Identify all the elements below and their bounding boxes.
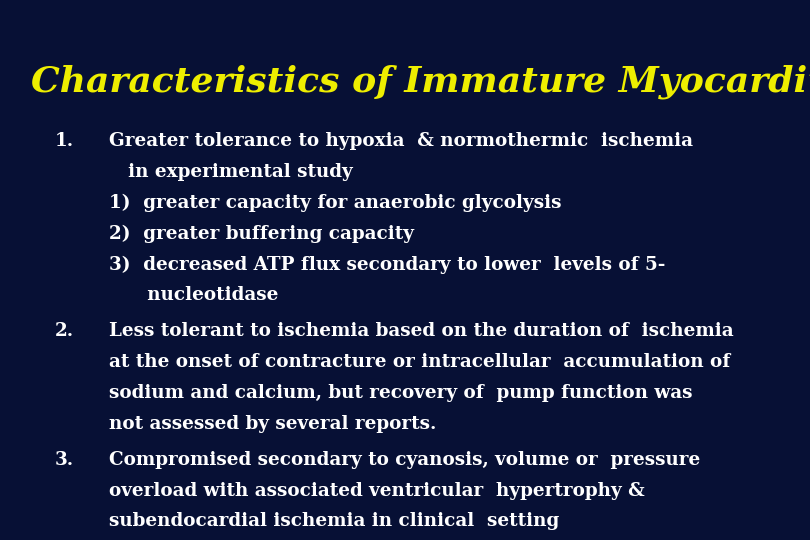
Text: 1)  greater capacity for anaerobic glycolysis: 1) greater capacity for anaerobic glycol…: [109, 194, 562, 212]
Text: sodium and calcium, but recovery of  pump function was: sodium and calcium, but recovery of pump…: [109, 384, 693, 402]
Text: in experimental study: in experimental study: [109, 163, 353, 181]
Text: subendocardial ischemia in clinical  setting: subendocardial ischemia in clinical sett…: [109, 512, 560, 530]
Text: Greater tolerance to hypoxia  & normothermic  ischemia: Greater tolerance to hypoxia & normother…: [109, 132, 693, 150]
Text: 2.: 2.: [55, 322, 75, 340]
Text: Less tolerant to ischemia based on the duration of  ischemia: Less tolerant to ischemia based on the d…: [109, 322, 734, 340]
Text: Compromised secondary to cyanosis, volume or  pressure: Compromised secondary to cyanosis, volum…: [109, 451, 701, 469]
Text: nucleotidase: nucleotidase: [109, 286, 279, 304]
Text: 1.: 1.: [55, 132, 75, 150]
Text: at the onset of contracture or intracellular  accumulation of: at the onset of contracture or intracell…: [109, 353, 731, 371]
Text: 2)  greater buffering capacity: 2) greater buffering capacity: [109, 225, 415, 243]
Text: 3.: 3.: [55, 451, 75, 469]
Text: not assessed by several reports.: not assessed by several reports.: [109, 415, 437, 433]
Text: 3)  decreased ATP flux secondary to lower  levels of 5-: 3) decreased ATP flux secondary to lower…: [109, 255, 666, 274]
Text: overload with associated ventricular  hypertrophy &: overload with associated ventricular hyp…: [109, 482, 645, 500]
Text: Characteristics of Immature Myocardium: Characteristics of Immature Myocardium: [31, 65, 810, 99]
